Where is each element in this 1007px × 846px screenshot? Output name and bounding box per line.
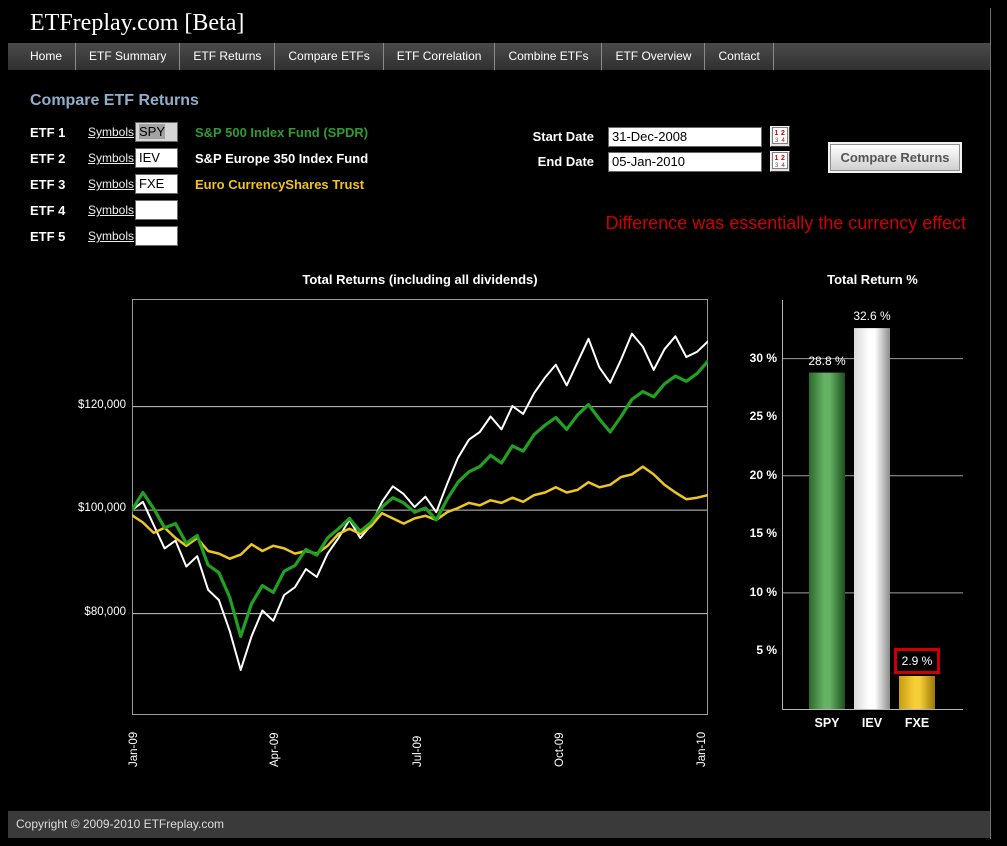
nav-item-combine-etfs[interactable]: Combine ETFs [495,43,603,70]
symbols-link[interactable]: Symbols [88,177,135,191]
y-axis-label: $120,000 [78,398,126,411]
bar-y-axis-label: 25 % [749,409,777,424]
bar-value-label-highlighted: 2.9 % [894,648,940,675]
nav-bar: Home ETF Summary ETF Returns Compare ETFs ET… [8,43,990,70]
bar-y-axis-label: 5 % [756,643,777,658]
y-axis-label: $80,000 [84,605,126,618]
nav-item-etf-overview[interactable]: ETF Overview [602,43,706,70]
bar-IEV [854,328,890,710]
etf-row-label: ETF 1 [30,124,66,140]
nav-item-etf-summary[interactable]: ETF Summary [76,43,181,70]
etf-row-label: ETF 4 [30,202,66,218]
symbol-input[interactable]: IEV [135,148,178,168]
bar-chart-title: Total Return % [827,272,918,287]
svg-text:2: 2 [781,130,785,137]
line-chart-title: Total Returns (including all dividends) [302,272,538,287]
nav-item-contact[interactable]: Contact [705,43,774,70]
bar-category-label: FXE [904,716,930,730]
fund-name: S&P Europe 350 Index Fund [195,150,369,166]
footer-copyright: Copyright © 2009-2010 ETFreplay.com [8,811,990,838]
etf-row-2: ETF 2 Symbols IEV S&P Europe 350 Index Fund [30,148,368,168]
x-axis-label: Oct-09 [554,732,567,767]
x-axis-label: Apr-09 [269,732,282,767]
series-SPY [130,359,710,638]
end-date-value: 05-Jan-2010 [612,153,685,169]
line-chart [130,299,710,720]
svg-text:4: 4 [782,138,786,144]
etf-row-label: ETF 5 [30,228,66,244]
nav-item-home[interactable]: Home [17,43,77,70]
etf-row-3: ETF 3 Symbols FXE Euro CurrencyShares Trust [30,174,368,194]
symbol-input[interactable] [135,200,178,220]
bar-category-label: SPY [814,716,840,730]
svg-text:4: 4 [782,163,786,169]
etf-row-1: ETF 1 Symbols SPY S&P 500 Index Fund (SPDR) [30,122,368,142]
fund-name: Euro CurrencyShares Trust [195,176,365,192]
bar-SPY [809,372,845,710]
symbols-link[interactable]: Symbols [88,203,135,217]
site-title: ETFreplay.com [Beta] [30,10,245,36]
start-date-input[interactable]: 31-Dec-2008 [608,126,762,147]
nav-item-compare-etfs[interactable]: Compare ETFs [275,43,384,70]
end-date-input[interactable]: 05-Jan-2010 [608,151,762,172]
calendar-icon: 1 23 4 [772,152,788,169]
svg-text:2: 2 [781,155,785,162]
start-date-label: Start Date [532,129,594,144]
page: ETFreplay.com [Beta] Home ETF Summary ETF … [8,8,991,839]
symbol-input[interactable]: FXE [135,174,178,194]
svg-text:3: 3 [775,138,779,144]
svg-text:1: 1 [775,155,779,162]
plot-border [132,299,708,715]
nav-item-etf-returns[interactable]: ETF Returns [180,43,276,70]
bar-y-axis-label: 15 % [749,526,777,541]
bar-y-axis-label: 20 % [749,467,777,482]
etf-row-5: ETF 5 Symbols [30,226,368,246]
end-date-label: End Date [537,154,594,169]
bar-FXE [899,676,935,710]
annotation-text: Difference was essentially the currency … [605,213,966,233]
bar-chart [782,300,963,715]
calendar-icon: 1 23 4 [772,127,788,144]
x-axis-label: Jan-10 [696,731,709,767]
series-IEV [131,332,709,671]
symbols-link[interactable]: Symbols [88,229,135,243]
symbols-link[interactable]: Symbols [88,151,135,165]
start-date-value: 31-Dec-2008 [612,128,688,144]
etf-row-label: ETF 3 [30,176,66,192]
nav-item-etf-correlation[interactable]: ETF Correlation [384,43,496,70]
series-FXE [130,465,710,560]
symbol-input[interactable] [135,226,178,246]
svg-text:1: 1 [775,130,779,137]
bar-value-label: 32.6 % [853,309,891,324]
etf-row-label: ETF 2 [30,150,66,166]
x-axis-label: Jul-09 [411,735,424,767]
svg-text:3: 3 [775,163,779,169]
bar-category-label: IEV [861,716,883,730]
x-axis-label: Jan-09 [128,731,140,767]
bar-y-axis-label: 10 % [749,584,777,599]
bar-value-label: 28.8 % [808,353,846,368]
fund-name: S&P 500 Index Fund (SPDR) [195,124,369,140]
symbol-input[interactable]: SPY [135,122,178,142]
bar-y-axis-label: 30 % [749,350,777,365]
compare-returns-button[interactable]: Compare Returns [830,144,960,171]
etf-form: ETF 1 Symbols SPY S&P 500 Index Fund (SPDR)… [30,122,368,252]
y-axis-label: $100,000 [78,502,126,515]
symbols-link[interactable]: Symbols [88,125,135,139]
page-heading: Compare ETF Returns [30,92,199,109]
etf-row-4: ETF 4 Symbols [30,200,368,220]
